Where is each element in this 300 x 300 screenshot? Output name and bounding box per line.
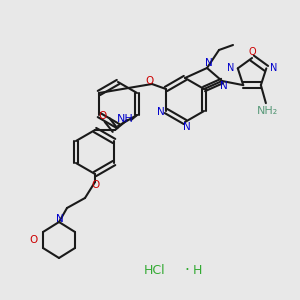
Text: N: N: [227, 63, 235, 74]
Text: O: O: [30, 235, 38, 245]
Text: NH: NH: [117, 114, 134, 124]
Text: N: N: [205, 58, 213, 68]
Text: N: N: [270, 63, 277, 74]
Text: O: O: [248, 47, 256, 57]
Text: O: O: [91, 180, 99, 190]
Text: HCl: HCl: [144, 263, 166, 277]
Text: N: N: [183, 122, 191, 132]
Text: O: O: [98, 111, 106, 121]
Text: N: N: [220, 81, 228, 91]
Text: N: N: [157, 107, 165, 117]
Text: N: N: [56, 214, 64, 224]
Text: NH₂: NH₂: [257, 106, 278, 116]
Text: ·: ·: [184, 262, 189, 278]
Text: O: O: [146, 76, 154, 86]
Text: H: H: [192, 263, 202, 277]
